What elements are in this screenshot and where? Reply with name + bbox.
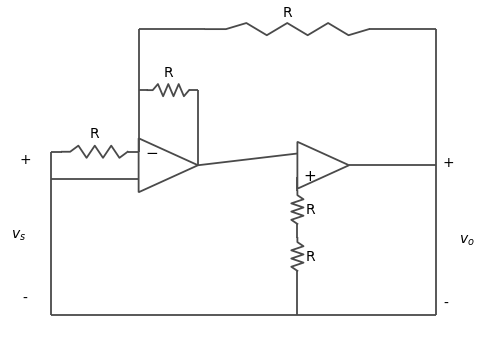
Text: $-$: $-$ bbox=[144, 144, 157, 159]
Text: +: + bbox=[442, 156, 454, 170]
Text: $v_s$: $v_s$ bbox=[11, 228, 25, 243]
Text: R: R bbox=[305, 203, 315, 217]
Text: R: R bbox=[305, 250, 315, 264]
Text: R: R bbox=[282, 6, 291, 20]
Text: -: - bbox=[23, 292, 27, 306]
Text: $v_o$: $v_o$ bbox=[458, 233, 474, 248]
Text: -: - bbox=[442, 297, 447, 311]
Text: R: R bbox=[163, 66, 173, 80]
Text: $+$: $+$ bbox=[303, 170, 316, 184]
Text: R: R bbox=[90, 127, 99, 142]
Text: +: + bbox=[19, 153, 31, 167]
